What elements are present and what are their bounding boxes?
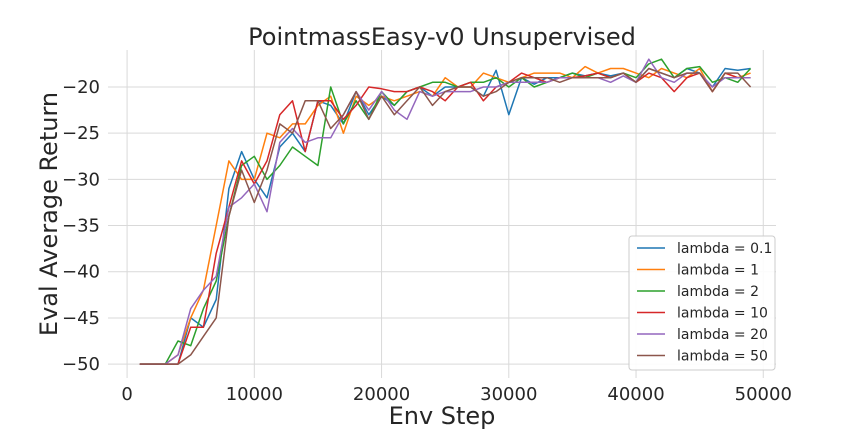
legend-label: lambda = 1 xyxy=(677,263,759,279)
legend-label: lambda = 0.1 xyxy=(677,241,772,257)
series-line-6 xyxy=(139,67,752,365)
legend-box xyxy=(628,235,776,371)
legend-label: lambda = 50 xyxy=(677,349,768,365)
y-tick-label: −40 xyxy=(62,262,100,283)
y-tick-label: −25 xyxy=(62,123,100,144)
series-line-4 xyxy=(139,72,751,365)
x-tick-label: 0 xyxy=(121,384,132,405)
legend-label: lambda = 10 xyxy=(677,306,768,322)
x-tick-label: 40000 xyxy=(607,384,664,405)
y-tick-labels: −50 −45 −40 −35 −30 −25 −20 xyxy=(62,77,100,375)
x-tick-label: 10000 xyxy=(226,384,283,405)
x-tick-label: 20000 xyxy=(353,384,410,405)
series-line-3 xyxy=(139,58,752,365)
x-tick-label: 50000 xyxy=(735,384,792,405)
legend-label: lambda = 20 xyxy=(677,327,768,343)
y-tick-label: −35 xyxy=(62,216,100,237)
x-tick-labels: 0 10000 20000 30000 40000 50000 xyxy=(121,384,792,405)
y-tick-label: −20 xyxy=(62,77,100,98)
y-tick-label: −30 xyxy=(62,169,100,190)
series-lines xyxy=(139,58,752,365)
y-axis-label: Eval Average Return xyxy=(35,92,63,336)
chart-title: PointmassEasy-v0 Unsupervised xyxy=(248,23,636,51)
y-tick-label: −50 xyxy=(62,354,100,375)
series-line-2 xyxy=(139,65,751,365)
legend: lambda = 0.1 lambda = 1 lambda = 2 lambda =… xyxy=(628,235,776,371)
x-axis-label: Env Step xyxy=(389,402,496,430)
y-tick-label: −45 xyxy=(62,308,100,329)
legend-label: lambda = 2 xyxy=(677,284,759,300)
x-tick-label: 30000 xyxy=(480,384,537,405)
